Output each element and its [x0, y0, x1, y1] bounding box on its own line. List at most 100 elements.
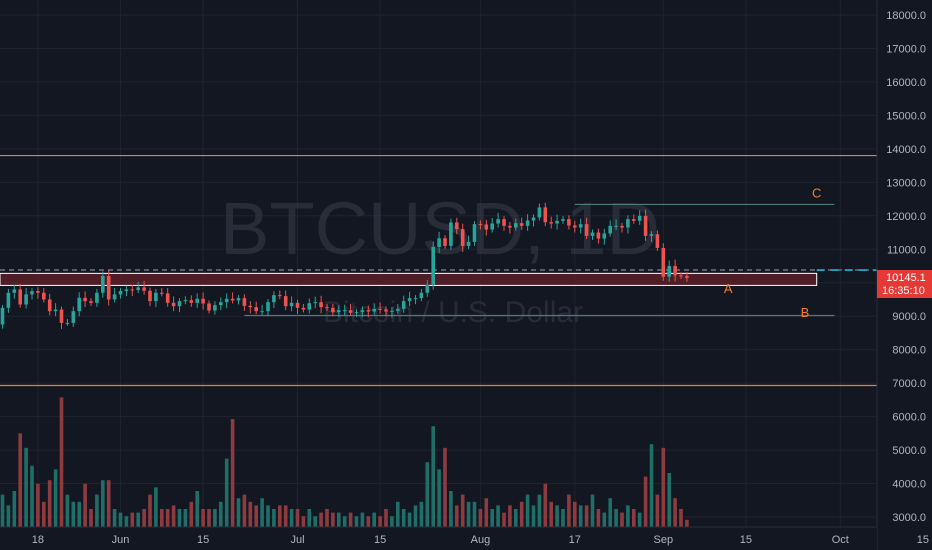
time-axis[interactable]: 18 Jun 15 Jul 15 Aug 17 Sep 15 Oct 15 [0, 526, 929, 550]
volume-bar [396, 501, 400, 527]
price-tick-label: 4000.0 [892, 479, 926, 491]
candle-body [71, 311, 76, 323]
volume-bar [555, 505, 559, 527]
candle-body [230, 298, 235, 301]
candle-body [519, 223, 524, 226]
candle-body [478, 224, 483, 226]
candlesticks [0, 202, 689, 329]
candle-body [431, 246, 435, 285]
price-tick-label: 12000.0 [886, 211, 926, 223]
candle-body [171, 302, 176, 307]
volume-bar [643, 476, 648, 527]
volume-bar [112, 509, 117, 527]
candle-body [106, 276, 111, 300]
candle-body [637, 215, 642, 221]
candle-body [525, 220, 530, 226]
volume-bar [101, 480, 105, 527]
volume-bar [18, 433, 22, 527]
price-tick-label: 6000.0 [892, 412, 926, 424]
volume-bar [24, 447, 28, 527]
volume-bar [378, 516, 382, 527]
candle-body [130, 289, 135, 291]
time-tick-label: Aug [471, 534, 491, 546]
candle-body [36, 291, 40, 293]
candle-body [331, 307, 335, 313]
price-tick-label: 17000.0 [886, 43, 926, 55]
time-tick-label: 15 [740, 534, 752, 546]
volume-bar [106, 480, 111, 527]
candle-body [224, 298, 229, 303]
volume-bar [148, 494, 152, 527]
volume-bar [224, 458, 229, 527]
zone-rect [0, 272, 818, 286]
volume-bar [183, 509, 188, 527]
annotation-label-b: B [801, 305, 810, 320]
horizontal-levels[interactable] [0, 154, 877, 387]
volume-bar [89, 509, 93, 527]
candle-body [643, 215, 648, 236]
candle-body [567, 219, 571, 226]
candle-body [325, 307, 329, 309]
candle-body [667, 266, 671, 277]
candle-body [337, 310, 341, 313]
volume-bar [283, 505, 288, 527]
candle-body [207, 303, 211, 311]
candle-body [124, 289, 129, 292]
candle-body [6, 292, 11, 308]
volume-bar [219, 501, 223, 527]
candle-body [679, 275, 683, 277]
volume-bar [319, 512, 323, 527]
annotations[interactable]: C A B [724, 186, 822, 320]
price-tick-label: 15000.0 [886, 110, 926, 122]
volume-bar [632, 509, 636, 527]
volume-bar [502, 512, 506, 527]
candle-body [95, 292, 99, 303]
annotation-label-a: A [724, 281, 733, 296]
candle-body [419, 292, 424, 299]
last-price-label: 10145.1 [886, 272, 926, 284]
volume-bar [248, 501, 253, 527]
candle-body [213, 305, 217, 311]
volume-bar [130, 512, 135, 527]
candle-body [484, 224, 489, 230]
candle-body [673, 266, 677, 276]
volume-bar [496, 505, 500, 527]
volume-bar [59, 397, 64, 527]
candle-body [360, 310, 365, 313]
candle-body [301, 307, 306, 310]
time-tick-label: Jul [290, 534, 304, 546]
candle-body [18, 289, 22, 305]
price-tick-label: 9000.0 [892, 311, 926, 323]
volume-bar [537, 494, 542, 527]
volume-bar [620, 512, 624, 527]
volume-bar [301, 516, 306, 527]
volume-bar [42, 501, 46, 527]
candle-body [578, 224, 583, 228]
candle-body [401, 301, 406, 309]
candle-body [47, 299, 52, 312]
candle-body [661, 247, 666, 277]
candle-body [508, 225, 512, 228]
volume-bar [171, 505, 176, 527]
candle-body [160, 292, 164, 294]
volume-bar [30, 465, 34, 527]
volume-bar [65, 494, 70, 527]
volume-bar [272, 509, 276, 527]
volume-bar [519, 501, 524, 527]
time-tick-label: 15 [374, 534, 386, 546]
volume-bar [337, 512, 341, 527]
candle-body [396, 308, 400, 311]
candle-body [655, 234, 660, 248]
volume-bar [278, 505, 282, 527]
candle-body [313, 302, 317, 304]
volume-bar [431, 426, 435, 527]
candle-body [295, 302, 300, 308]
volume-bar [626, 505, 630, 527]
candle-body [272, 295, 276, 303]
candle-body [195, 298, 199, 303]
candle-body [496, 219, 500, 224]
candle-body [632, 219, 636, 221]
support-zone[interactable] [0, 272, 818, 286]
volume-bar [177, 509, 182, 527]
